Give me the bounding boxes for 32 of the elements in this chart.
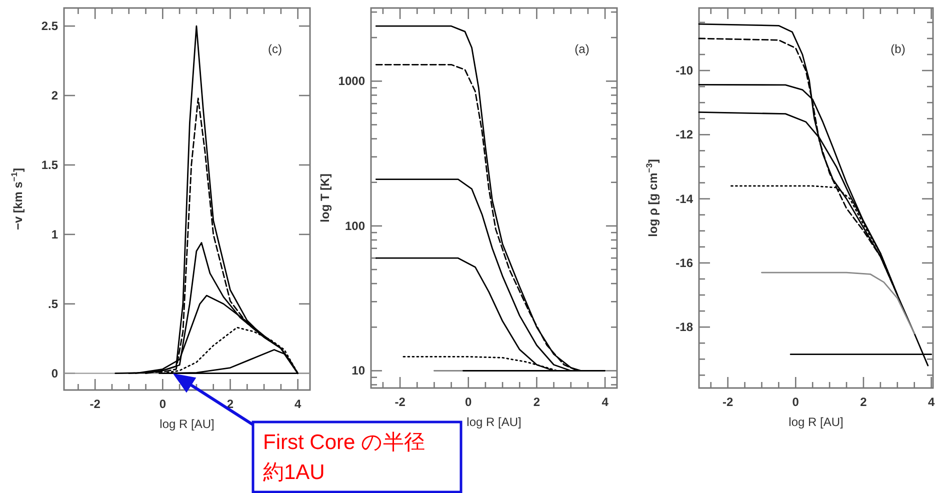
y-tick-label: 2 (51, 88, 58, 103)
x-tick-label: 4 (294, 397, 302, 411)
x-tick-label: 0 (159, 397, 166, 411)
x-tick-label: -2 (722, 395, 734, 409)
x-tick-label: -2 (394, 395, 406, 409)
y-tick-label: 100 (344, 218, 366, 233)
y-tick-label: -14 (676, 192, 694, 206)
x-tick-label: -2 (90, 397, 101, 411)
y-tick-label: -16 (676, 256, 694, 270)
y-axis-title: log T [K] (318, 174, 332, 222)
y-tick-label: 1.5 (41, 158, 58, 172)
y-tick-label: -18 (676, 320, 694, 334)
annotation: (b) (890, 42, 906, 56)
y-tick-label: -12 (676, 128, 694, 142)
x-tick-label: 2 (860, 395, 868, 409)
x-tick-label: 0 (465, 395, 472, 409)
y-tick-label: 2.5 (41, 19, 58, 34)
x-tick-label: 4 (602, 395, 609, 409)
annotation: (a) (574, 42, 590, 56)
y-tick-label: .5 (48, 296, 58, 311)
y-tick-label: 1 (51, 227, 58, 242)
y-tick-label: 0 (51, 366, 58, 380)
annotation: (c) (268, 42, 282, 56)
x-tick-label: 4 (928, 395, 935, 409)
y-tick-label: 1000 (338, 74, 366, 88)
annotation: First Core の半径約1AU (263, 431, 426, 484)
x-tick-label: 2 (533, 395, 540, 409)
y-tick-label: 10 (352, 364, 366, 378)
x-axis-title: log R [AU] (788, 415, 844, 429)
y-tick-label: -10 (676, 64, 694, 78)
x-axis-title: log R [AU] (466, 415, 522, 429)
x-tick-label: 0 (792, 395, 800, 409)
